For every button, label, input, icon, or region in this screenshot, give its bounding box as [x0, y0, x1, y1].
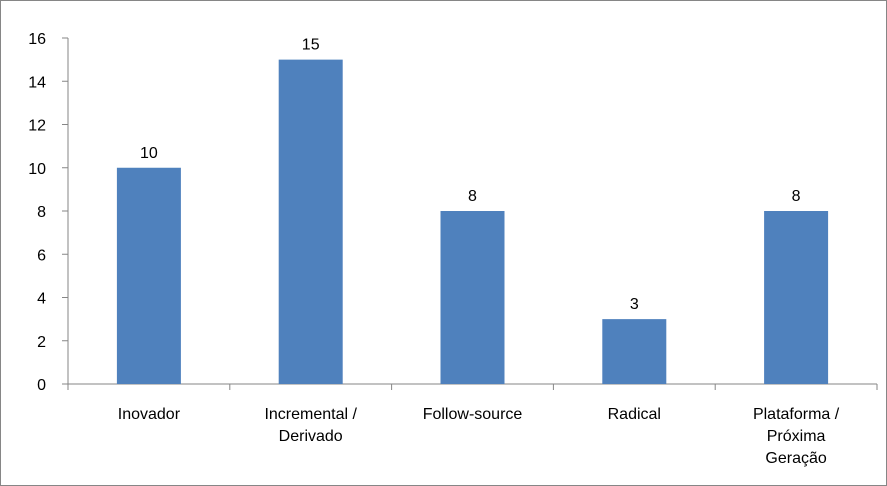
- data-label: 10: [140, 145, 158, 162]
- y-tick-label: 16: [28, 31, 46, 48]
- data-labels: 10 15 8 3 8: [140, 37, 801, 314]
- y-tick-label: 14: [28, 74, 46, 91]
- y-axis: 0 2 4 6 8 10 12 14 16: [28, 31, 69, 394]
- x-tick-label: Plataforma / Próxima Geração: [753, 406, 840, 467]
- bar: [116, 167, 181, 384]
- y-tick-label: 4: [37, 291, 46, 308]
- data-label: 15: [302, 37, 320, 54]
- x-tick-label: Inovador: [118, 406, 181, 423]
- bars: [116, 59, 829, 384]
- category-labels: Inovador Incremental / Derivado Follow-sour…: [118, 406, 840, 467]
- data-label: 8: [792, 188, 801, 205]
- y-tick-label: 6: [37, 247, 46, 264]
- y-tick-label: 8: [37, 204, 46, 221]
- bar: [278, 59, 343, 384]
- y-tick-label: 2: [37, 334, 46, 351]
- y-tick-label: 0: [37, 377, 46, 394]
- data-label: 3: [630, 296, 639, 313]
- x-tick-label: Follow-source: [423, 406, 523, 423]
- bar: [602, 319, 667, 384]
- data-label: 8: [468, 188, 477, 205]
- x-tick-label: Radical: [608, 406, 661, 423]
- x-tick-label: Incremental / Derivado: [264, 406, 357, 445]
- y-tick-label: 10: [28, 161, 46, 178]
- bar: [440, 211, 505, 384]
- y-tick-label: 12: [28, 118, 46, 135]
- x-axis: [67, 383, 878, 390]
- bar: [764, 211, 829, 384]
